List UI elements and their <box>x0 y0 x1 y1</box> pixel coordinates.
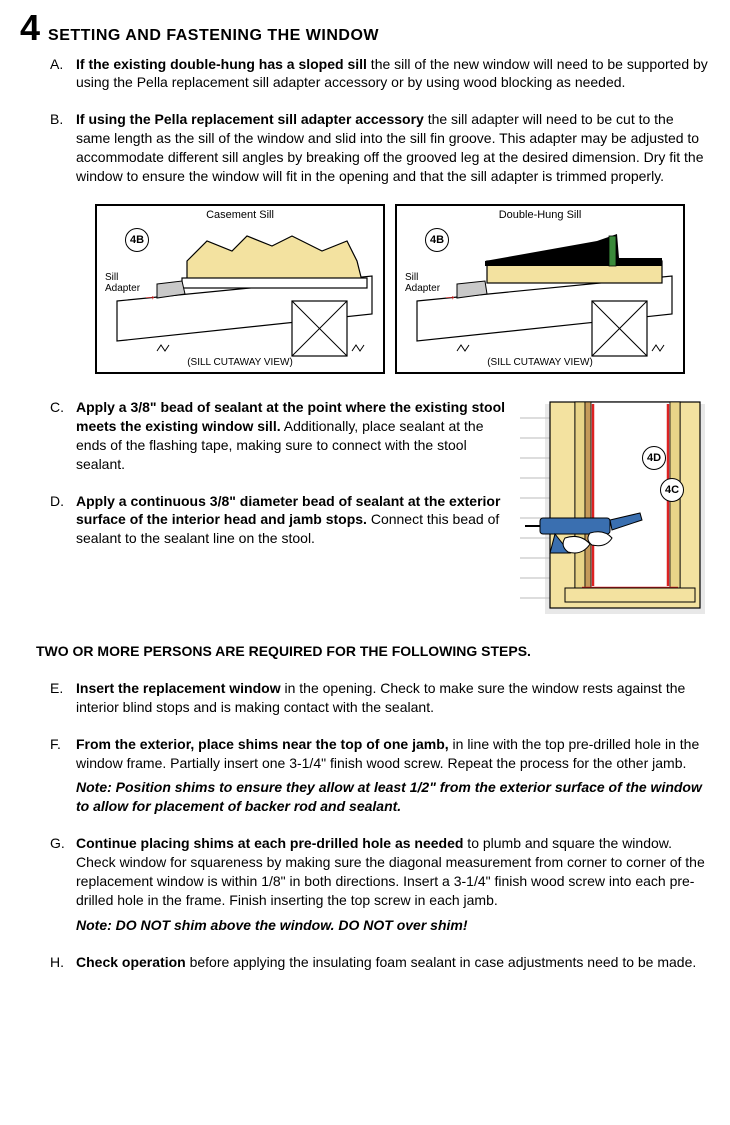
diagram-doublehung: Double-Hung Sill 4B Sill Adapter → (SILL… <box>395 204 685 374</box>
item-body: Apply a continuous 3/8" diameter bead of… <box>76 492 510 549</box>
item-bold: If using the Pella replacement sill adap… <box>76 111 424 127</box>
arrow-icon: → <box>143 286 157 305</box>
item-body: If the existing double-hung has a sloped… <box>76 55 710 93</box>
item-bold: If the existing double-hung has a sloped… <box>76 56 367 72</box>
item-letter: F. <box>50 735 68 817</box>
diagram-title: Double-Hung Sill <box>397 208 683 223</box>
sill-adapter-label: Sill Adapter <box>105 272 140 294</box>
cd-text: C. Apply a 3/8" bead of sealant at the p… <box>20 398 510 618</box>
item-body: Apply a 3/8" bead of sealant at the poin… <box>76 398 510 474</box>
diagram-row: Casement Sill 4B Sill Adapter → (SILL CU… <box>20 204 710 374</box>
item-bold: Insert the replacement window <box>76 680 281 696</box>
sealant-svg <box>520 398 710 618</box>
callout-4d: 4D <box>642 446 666 470</box>
item-body: From the exterior, place shims near the … <box>76 735 710 817</box>
item-a: A. If the existing double-hung has a slo… <box>20 55 710 93</box>
item-c: C. Apply a 3/8" bead of sealant at the p… <box>20 398 510 474</box>
section-number: 4 <box>20 10 40 46</box>
item-letter: B. <box>50 110 68 186</box>
item-note: Note: DO NOT shim above the window. DO N… <box>76 916 710 935</box>
item-letter: A. <box>50 55 68 93</box>
diagram-footer: (SILL CUTAWAY VIEW) <box>397 356 683 370</box>
callout-4c: 4C <box>660 478 684 502</box>
item-letter: G. <box>50 834 68 934</box>
item-h: H. Check operation before applying the i… <box>20 953 710 972</box>
item-f: F. From the exterior, place shims near t… <box>20 735 710 817</box>
item-rest: before applying the insulating foam seal… <box>186 954 697 970</box>
item-letter: D. <box>50 492 68 549</box>
item-bold: From the exterior, place shims near the … <box>76 736 449 752</box>
item-b: B. If using the Pella replacement sill a… <box>20 110 710 186</box>
item-e: E. Insert the replacement window in the … <box>20 679 710 717</box>
item-letter: C. <box>50 398 68 474</box>
callout-4b: 4B <box>125 228 149 252</box>
sealant-illustration: 4D 4C <box>520 398 710 618</box>
item-g: G. Continue placing shims at each pre-dr… <box>20 834 710 934</box>
item-bold: Continue placing shims at each pre-drill… <box>76 835 463 851</box>
item-body: Insert the replacement window in the ope… <box>76 679 710 717</box>
section-title: SETTING AND FASTENING THE WINDOW <box>48 25 379 47</box>
item-letter: H. <box>50 953 68 972</box>
cd-wrap: C. Apply a 3/8" bead of sealant at the p… <box>20 398 710 618</box>
item-note: Note: Position shims to ensure they allo… <box>76 778 710 816</box>
callout-4b: 4B <box>425 228 449 252</box>
item-body: If using the Pella replacement sill adap… <box>76 110 710 186</box>
diagram-casement: Casement Sill 4B Sill Adapter → (SILL CU… <box>95 204 385 374</box>
item-body: Check operation before applying the insu… <box>76 953 710 972</box>
sill-adapter-label: Sill Adapter <box>405 272 440 294</box>
warning-text: TWO OR MORE PERSONS ARE REQUIRED FOR THE… <box>36 642 710 661</box>
item-letter: E. <box>50 679 68 717</box>
arrow-icon: → <box>443 286 457 305</box>
item-bold: Check operation <box>76 954 186 970</box>
item-d: D. Apply a continuous 3/8" diameter bead… <box>20 492 510 549</box>
section-header: 4 SETTING AND FASTENING THE WINDOW <box>20 10 710 47</box>
item-body: Continue placing shims at each pre-drill… <box>76 834 710 934</box>
diagram-footer: (SILL CUTAWAY VIEW) <box>97 356 383 370</box>
diagram-title: Casement Sill <box>97 208 383 223</box>
